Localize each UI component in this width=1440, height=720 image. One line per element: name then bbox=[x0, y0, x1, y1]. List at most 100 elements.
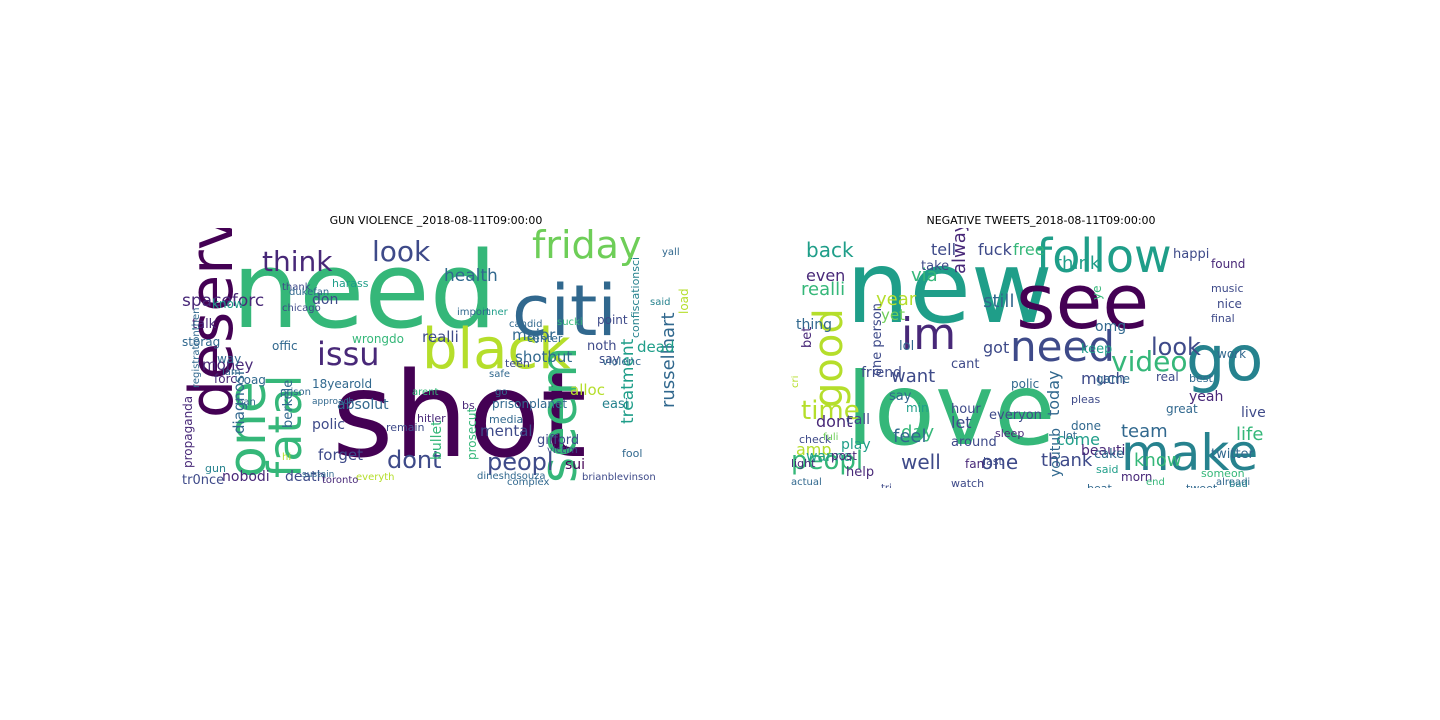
cloud-word: victim bbox=[547, 445, 578, 456]
cloud-word: prison bbox=[280, 387, 311, 398]
cloud-word: tweet bbox=[1186, 483, 1217, 488]
cloud-word: tell bbox=[931, 240, 957, 259]
cloud-word: follow bbox=[1036, 229, 1172, 283]
cloud-word: spaceforc bbox=[182, 291, 265, 311]
cloud-word: pleas bbox=[1071, 393, 1101, 406]
cloud-word: coag bbox=[237, 373, 266, 387]
cloud-word: major bbox=[512, 326, 556, 344]
cloud-word: sustain bbox=[302, 470, 335, 480]
cloud-word: watch bbox=[951, 477, 985, 488]
cloud-word: one person bbox=[870, 303, 885, 376]
cloud-word: twitter bbox=[1211, 447, 1254, 462]
cloud-word: don bbox=[312, 292, 339, 308]
cloud-word: talk bbox=[192, 317, 217, 332]
cloud-word: still bbox=[983, 291, 1015, 312]
figure-title: NEGATIVE TWEETS_2018-08-11T09:00:00 bbox=[926, 214, 1156, 227]
cloud-word: storag bbox=[182, 335, 221, 349]
cloud-word: issu bbox=[317, 335, 380, 373]
cloud-word: free bbox=[1013, 240, 1045, 259]
cloud-word: beat bbox=[1087, 483, 1112, 488]
cloud-word: let bbox=[951, 413, 972, 432]
cloud-word: music bbox=[1211, 282, 1244, 295]
cloud-word: bet bbox=[800, 326, 815, 348]
cloud-word: health bbox=[444, 266, 498, 286]
cloud-word: game bbox=[1096, 372, 1131, 386]
cloud-word: fan bbox=[965, 457, 985, 471]
cloud-word: im bbox=[901, 309, 957, 360]
cloud-word: beauti bbox=[1081, 443, 1126, 459]
cloud-word: lol bbox=[899, 339, 915, 354]
cloud-word: noth bbox=[587, 339, 617, 354]
cloud-word: sleep bbox=[995, 427, 1025, 440]
cloud-word: death bbox=[285, 469, 326, 485]
cloud-word: 18yearold bbox=[312, 377, 373, 391]
cloud-word: actual bbox=[791, 477, 822, 488]
cloud-word: ban bbox=[237, 397, 256, 408]
cloud-word: final bbox=[1211, 312, 1235, 325]
cloud-word: much bbox=[1081, 369, 1126, 388]
cloud-word: need bbox=[1010, 322, 1115, 371]
cloud-word: someon bbox=[1201, 467, 1245, 480]
cloud-word: need bbox=[232, 229, 497, 352]
cloud-word: go bbox=[1186, 322, 1264, 395]
cloud-word: back bbox=[806, 238, 854, 262]
cloud-word: tr0nce bbox=[182, 473, 225, 488]
word-cloud: love new see go follow make im need good time vide… bbox=[791, 228, 1292, 488]
cloud-word: citi bbox=[512, 270, 617, 352]
cloud-word: offic bbox=[272, 339, 298, 353]
cloud-word: approach bbox=[312, 397, 355, 407]
cloud-word: cake bbox=[1094, 447, 1125, 462]
cloud-word: safe bbox=[489, 369, 511, 380]
cloud-word: come bbox=[1056, 430, 1101, 449]
cloud-word: point bbox=[597, 313, 628, 327]
cloud-word: thank bbox=[1041, 450, 1093, 471]
cloud-word: confiscationsci bbox=[629, 256, 642, 338]
cloud-word: dukefan bbox=[289, 287, 330, 298]
cloud-word: center bbox=[527, 332, 563, 345]
cloud-word: complex bbox=[507, 477, 550, 488]
cloud-word: day bbox=[901, 422, 935, 443]
cloud-word: post bbox=[831, 449, 857, 463]
cloud-word: gun bbox=[205, 462, 226, 475]
cloud-word: work bbox=[1217, 347, 1247, 361]
cloud-word: time bbox=[801, 396, 860, 426]
cloud-word: forc bbox=[214, 372, 237, 386]
cloud-word: omg bbox=[1095, 319, 1127, 335]
cloud-word: way bbox=[217, 352, 242, 366]
cloud-word: hitler bbox=[417, 412, 446, 425]
cloud-word: thank bbox=[282, 282, 311, 293]
cloud-word: via bbox=[911, 265, 938, 286]
cloud-word: toronto bbox=[322, 475, 359, 486]
cloud-word: go bbox=[495, 387, 508, 398]
cloud-word: dont bbox=[387, 446, 442, 474]
cloud-word: take bbox=[921, 259, 950, 274]
cloud-word: dineshdsouza bbox=[477, 471, 546, 482]
cloud-word: keep bbox=[1081, 342, 1113, 357]
cloud-word: new bbox=[846, 229, 1053, 346]
cloud-word: propaganda bbox=[182, 395, 195, 468]
cloud-word: peopl bbox=[791, 446, 864, 476]
cloud-word: sucki bbox=[557, 317, 583, 328]
cloud-word: forget bbox=[318, 446, 363, 464]
cloud-word: polic bbox=[1011, 377, 1040, 391]
cloud-word: end bbox=[1146, 477, 1165, 488]
cloud-word: realli bbox=[801, 279, 846, 300]
cloud-word: min bbox=[906, 401, 929, 415]
cloud-word: yeah bbox=[1189, 389, 1224, 405]
cloud-word: youtub bbox=[1048, 428, 1064, 477]
cloud-word: sui bbox=[565, 457, 586, 473]
cloud-word: load bbox=[677, 288, 690, 314]
cloud-word: arent bbox=[412, 387, 439, 398]
cloud-word: hour bbox=[951, 402, 981, 417]
cloud-word: love bbox=[846, 351, 1056, 468]
cloud-word: iam bbox=[222, 367, 241, 378]
cloud-word: fuck bbox=[978, 240, 1012, 259]
wordcloud-figure-negative-tweets: NEGATIVE TWEETS_2018-08-11T09:00:00 love… bbox=[791, 214, 1292, 488]
cloud-word: tri bbox=[881, 484, 892, 489]
cloud-word: dead bbox=[637, 338, 675, 356]
cloud-word: call bbox=[846, 412, 871, 428]
cloud-word: black bbox=[422, 317, 571, 382]
cloud-word: one bbox=[981, 450, 1019, 474]
cloud-word: shot bbox=[332, 346, 587, 484]
cloud-word: russellhart bbox=[658, 312, 679, 408]
